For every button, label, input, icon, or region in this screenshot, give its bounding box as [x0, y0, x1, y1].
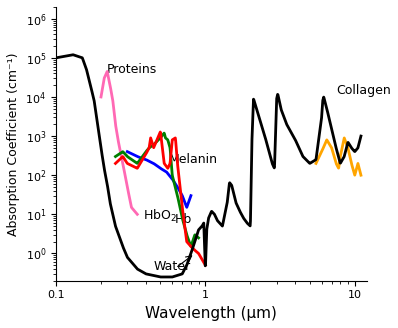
Text: Collagen: Collagen	[336, 84, 391, 97]
Text: HbO$_2$: HbO$_2$	[142, 208, 177, 224]
Text: Water: Water	[154, 260, 191, 273]
Text: Proteins: Proteins	[107, 63, 158, 76]
Text: Hb: Hb	[174, 213, 191, 226]
X-axis label: Wavelength (μm): Wavelength (μm)	[145, 306, 277, 321]
Text: Melanin: Melanin	[169, 154, 218, 166]
Y-axis label: Absorption Coefficient (cm⁻¹): Absorption Coefficient (cm⁻¹)	[7, 52, 20, 236]
